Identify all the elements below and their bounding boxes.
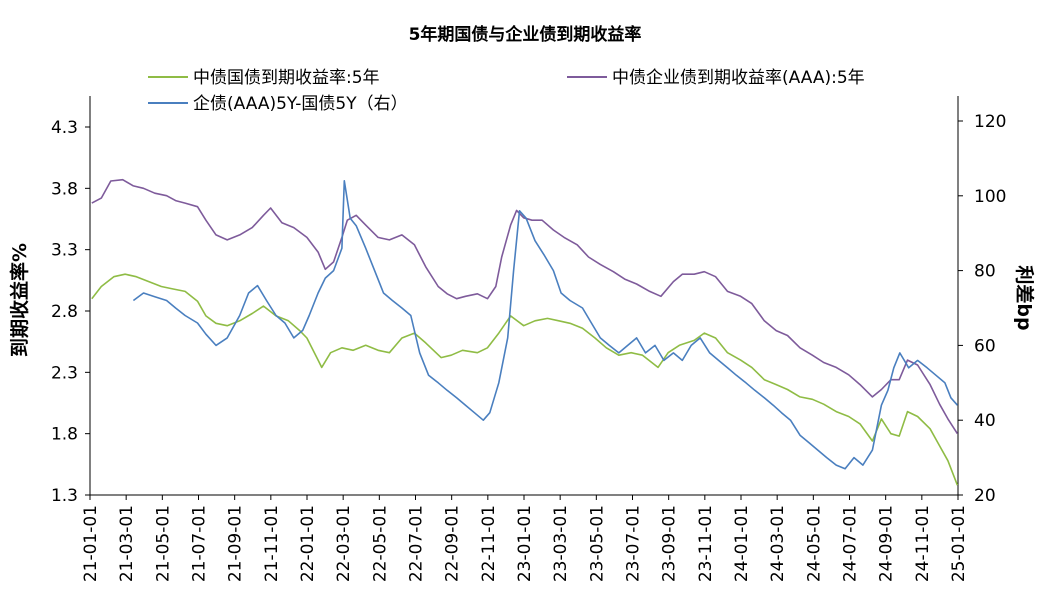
x-tick-label: 25-01-01 xyxy=(949,505,969,582)
x-tick-label: 24-11-01 xyxy=(913,505,933,582)
legend-item-spread: 企债(AAA)5Y-国债5Y（右） xyxy=(148,94,408,114)
y-left-tick-label: 1.3 xyxy=(51,486,78,506)
x-tick-label: 24-07-01 xyxy=(841,505,861,582)
y-axis-right-ticks: 20 40 60 80 100 120 xyxy=(958,112,1006,506)
y-left-tick-label: 3.3 xyxy=(51,241,78,261)
y-right-tick-label: 120 xyxy=(974,112,1006,132)
x-tick-label: 22-07-01 xyxy=(407,505,427,582)
y-right-tick-label: 20 xyxy=(974,486,996,506)
x-tick-label: 22-09-01 xyxy=(443,505,463,582)
x-tick-label: 24-05-01 xyxy=(804,505,824,582)
x-tick-label: 23-05-01 xyxy=(587,505,607,582)
legend-label-corp: 中债企业债到期收益率(AAA):5年 xyxy=(612,68,865,88)
x-tick-label: 21-11-01 xyxy=(262,505,282,582)
y-axis-left-title: 到期收益率% xyxy=(8,243,31,357)
x-tick-label: 21-01-01 xyxy=(81,505,101,582)
y-right-tick-label: 80 xyxy=(974,262,996,282)
y-axis-right-title: 利差bp xyxy=(1013,265,1036,330)
x-tick-label: 22-01-01 xyxy=(298,505,318,582)
y-left-tick-label: 1.8 xyxy=(51,425,78,445)
y-left-tick-label: 2.3 xyxy=(51,363,78,383)
y-axis-left-ticks: 1.3 1.8 2.3 2.8 3.3 3.8 4.3 xyxy=(51,118,90,506)
x-tick-label: 24-01-01 xyxy=(732,505,752,582)
x-tick-label: 21-09-01 xyxy=(226,505,246,582)
x-tick-label: 21-05-01 xyxy=(153,505,173,582)
plot-area xyxy=(91,178,959,486)
series-gov-yield xyxy=(91,273,959,486)
x-tick-label: 23-09-01 xyxy=(660,505,680,582)
legend-label-spread: 企债(AAA)5Y-国债5Y（右） xyxy=(193,94,408,114)
legend: 中债国债到期收益率:5年 中债企业债到期收益率(AAA):5年 企债(AAA)5… xyxy=(148,68,865,114)
x-axis-ticks: 21-01-01 21-03-01 21-05-01 21-07-01 21-09-01… xyxy=(81,495,969,582)
y-right-tick-label: 100 xyxy=(974,187,1006,207)
x-tick-label: 22-11-01 xyxy=(479,505,499,582)
legend-item-gov: 中债国债到期收益率:5年 xyxy=(148,68,380,88)
y-left-tick-label: 3.8 xyxy=(51,179,78,199)
series-spread xyxy=(132,180,959,470)
x-tick-label: 23-03-01 xyxy=(551,505,571,582)
x-tick-label: 24-03-01 xyxy=(768,505,788,582)
x-tick-label: 22-03-01 xyxy=(334,505,354,582)
y-left-tick-label: 2.8 xyxy=(51,302,78,322)
x-tick-label: 23-01-01 xyxy=(515,505,535,582)
y-right-tick-label: 40 xyxy=(974,411,996,431)
x-tick-label: 21-03-01 xyxy=(117,505,137,582)
legend-label-gov: 中债国债到期收益率:5年 xyxy=(193,68,380,88)
x-tick-label: 24-09-01 xyxy=(877,505,897,582)
x-tick-label: 23-11-01 xyxy=(696,505,716,582)
legend-item-corp: 中债企业债到期收益率(AAA):5年 xyxy=(567,68,865,88)
x-tick-label: 23-07-01 xyxy=(624,505,644,582)
series-corp-yield xyxy=(91,178,959,435)
x-tick-label: 21-07-01 xyxy=(190,505,210,582)
x-tick-label: 22-05-01 xyxy=(370,505,390,582)
y-right-tick-label: 60 xyxy=(974,336,996,356)
axes xyxy=(89,96,959,496)
chart-title: 5年期国债与企业债到期收益率 xyxy=(409,24,642,45)
y-left-tick-label: 4.3 xyxy=(51,118,78,138)
